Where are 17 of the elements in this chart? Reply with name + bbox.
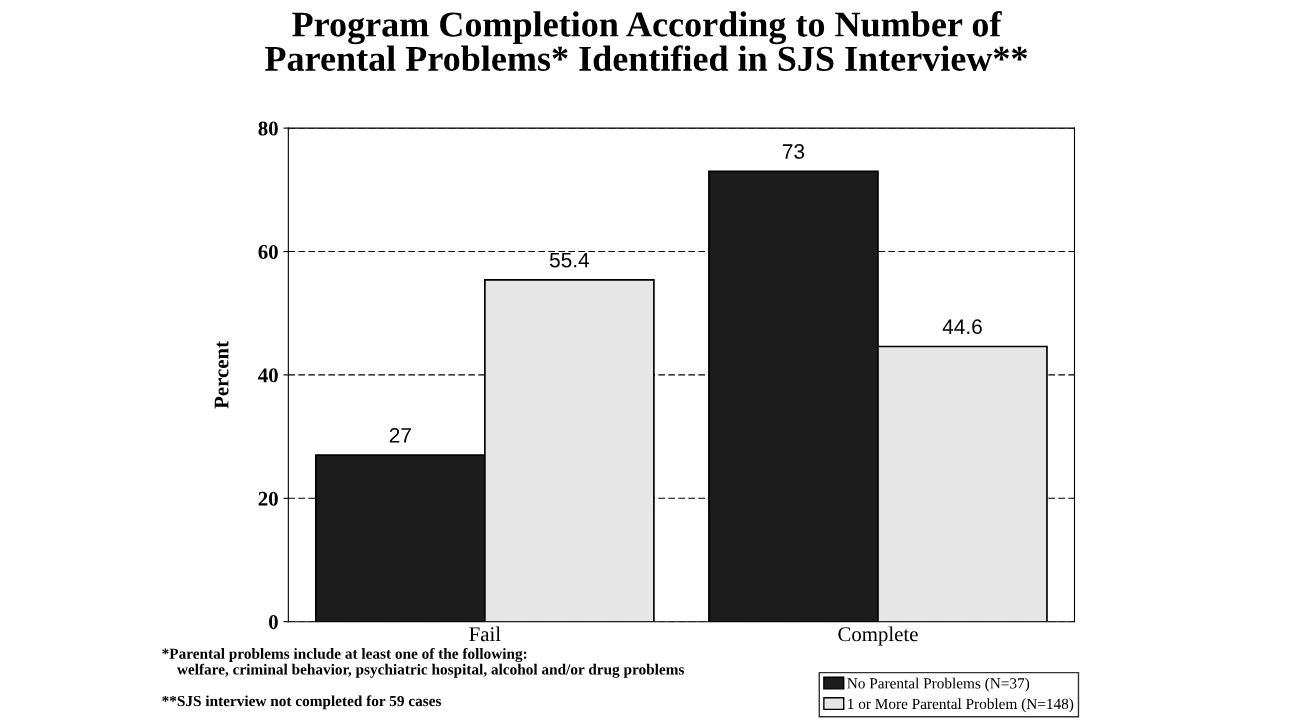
y-tick-label: 80 [258,121,278,136]
text: **SJS interview not completed for 59 cases [162,695,442,710]
y-tick-label: 20 [258,491,278,506]
legend-label: 1 or More Parental Problem (N=148) [848,698,1074,713]
y-tick-label: 60 [258,244,278,259]
chart-title: Program Completion According to Number of Parental Problems* Identified in SJS Interview** [265,10,1028,71]
y-tick-label: 40 [258,368,278,383]
text: *Parental problems include at least one of the following: welfare, criminal behavior, psychiatric hospital, alcohol and/or drug problems [162,647,684,678]
data-label: 44.6 [942,319,982,335]
legend-label: No Parental Problems (N=37) [847,677,1030,692]
y-axis-title: Percent [214,341,229,409]
data-label: 55.4 [549,252,590,268]
y-tick-label: 0 [268,615,278,630]
x-tick-label: Fail [469,626,501,642]
x-tick-label: Complete [838,626,918,646]
data-label: 27 [389,427,411,443]
data-label: 73 [782,144,805,159]
